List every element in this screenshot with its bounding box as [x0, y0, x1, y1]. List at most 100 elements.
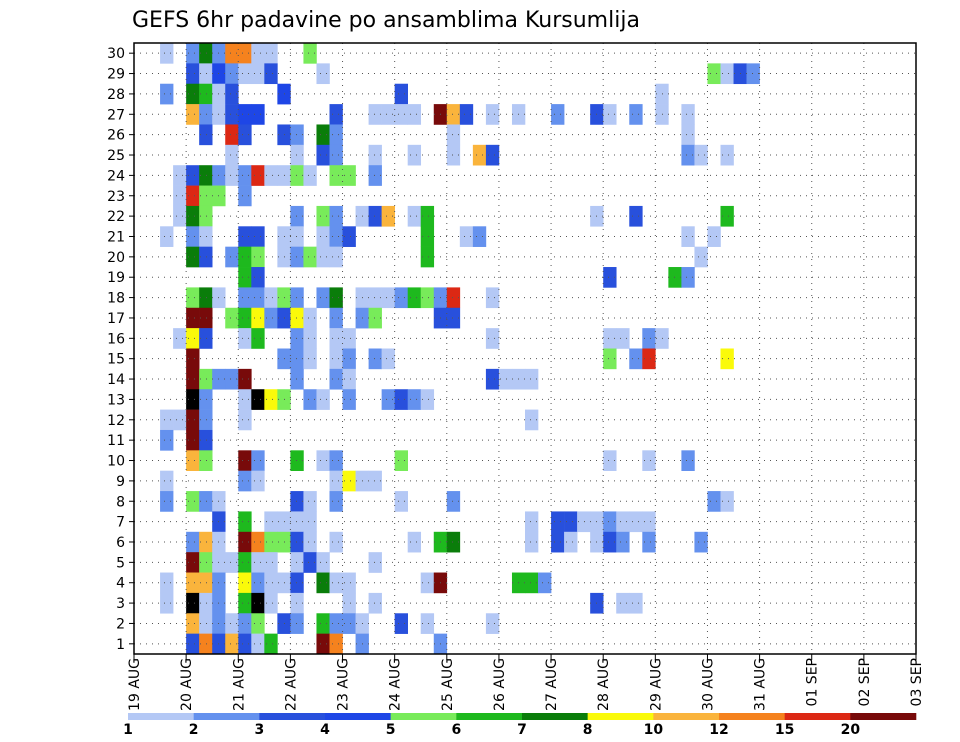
heatmap-cell — [290, 165, 304, 186]
heatmap-cell — [225, 104, 239, 125]
heatmap-cell — [316, 287, 330, 309]
heatmap-cell — [290, 144, 304, 166]
heatmap-cell — [642, 348, 656, 370]
heatmap-cell — [199, 246, 213, 268]
heatmap-cell — [264, 389, 278, 410]
legend-swatch — [653, 713, 720, 720]
heatmap-cell — [420, 287, 435, 309]
y-tick-label: 26 — [107, 128, 125, 144]
heatmap-cell — [186, 633, 200, 655]
heatmap-cell — [525, 368, 539, 390]
heatmap-cell — [629, 592, 643, 614]
x-tick-label: 27 AUG — [544, 658, 560, 711]
heatmap-cell — [316, 389, 330, 410]
heatmap-cell — [303, 43, 317, 64]
heatmap-cell — [199, 572, 213, 594]
heatmap-cell — [407, 389, 422, 410]
heatmap-cell — [251, 104, 265, 125]
heatmap-cell — [290, 307, 304, 329]
heatmap-cell — [199, 328, 213, 349]
heatmap-cell — [186, 246, 200, 268]
heatmap-cell — [394, 491, 408, 512]
heatmap-cell — [160, 429, 174, 451]
x-tick-label: 25 AUG — [440, 658, 456, 711]
y-tick-label: 2 — [116, 616, 125, 632]
heatmap-cell — [290, 531, 304, 553]
legend-swatch — [522, 713, 588, 720]
heatmap-cell — [264, 287, 278, 309]
x-tick-label: 19 AUG — [127, 658, 143, 711]
y-tick-label: 18 — [107, 291, 125, 307]
heatmap-cell — [407, 531, 422, 553]
heatmap-cell — [251, 328, 265, 349]
legend-label: 3 — [254, 722, 264, 738]
heatmap-cell — [238, 511, 252, 533]
heatmap-cell — [199, 43, 213, 64]
heatmap-cell — [225, 246, 239, 268]
legend-label: 12 — [709, 722, 728, 738]
heatmap-cell — [342, 226, 356, 247]
heatmap-cell — [225, 307, 239, 329]
heatmap-cell — [316, 633, 330, 655]
y-tick-label: 16 — [107, 331, 125, 347]
heatmap-cell — [525, 572, 539, 594]
y-tick-label: 7 — [116, 515, 125, 531]
heatmap-cell — [238, 124, 252, 146]
heatmap-cell — [290, 450, 304, 471]
heatmap-cell — [238, 572, 252, 594]
heatmap-cell — [472, 226, 487, 247]
heatmap-cell — [329, 226, 343, 247]
heatmap-cell — [186, 389, 200, 410]
heatmap-cell — [629, 205, 643, 227]
heatmap-cell — [329, 328, 343, 349]
heatmap-cell — [199, 83, 213, 105]
heatmap-cell — [316, 205, 330, 227]
heatmap-cell — [251, 633, 265, 655]
heatmap-cell — [603, 348, 617, 370]
y-tick-label: 3 — [116, 596, 125, 612]
heatmap-cell — [225, 83, 239, 105]
heatmap-cell — [394, 389, 408, 410]
heatmap-cell — [199, 613, 213, 634]
heatmap-cell — [238, 368, 252, 390]
heatmap-cell — [251, 389, 265, 410]
x-axis: 19 AUG 20 AUG 21 AUG 22 AUG 23 AUG 24 AUG 25 A… — [127, 654, 925, 711]
y-tick-label: 30 — [107, 46, 125, 62]
heatmap-cell — [199, 429, 213, 451]
heatmap-cell — [199, 491, 213, 512]
legend-label: 5 — [386, 722, 396, 738]
y-tick-label: 25 — [107, 148, 125, 164]
heatmap-cell — [186, 104, 200, 125]
heatmap-cell — [186, 429, 200, 451]
heatmap-cell — [264, 307, 278, 329]
heatmap-cell — [420, 246, 435, 268]
heatmap-cell — [303, 165, 317, 186]
heatmap-cell — [329, 124, 343, 146]
heatmap-cell — [251, 531, 265, 553]
y-tick-label: 8 — [116, 494, 125, 510]
chart-title: GEFS 6hr padavine po ansamblima Kursumli… — [132, 8, 640, 33]
heatmap-cell — [160, 43, 174, 64]
heatmap-cell — [238, 531, 252, 553]
heatmap-cell — [642, 328, 656, 349]
heatmap-cell — [329, 572, 343, 594]
heatmap-cell — [238, 389, 252, 410]
heatmap-cell — [251, 267, 265, 288]
heatmap-cell — [186, 552, 200, 573]
heatmap-cell — [551, 511, 565, 533]
heatmap-cell — [251, 572, 265, 594]
heatmap-cell — [238, 267, 252, 288]
heatmap-cell — [329, 450, 343, 471]
heatmap-cell — [342, 572, 356, 594]
heatmap-cell — [525, 531, 539, 553]
heatmap-cell — [368, 348, 382, 370]
heatmap-cell — [329, 633, 343, 655]
heatmap-cell — [316, 572, 330, 594]
heatmap-cell — [746, 63, 760, 85]
heatmap-cell — [238, 226, 252, 247]
heatmap-cell — [264, 592, 278, 614]
heatmap-cell — [238, 613, 252, 634]
heatmap-cell — [186, 165, 200, 186]
heatmap-cell — [199, 450, 213, 471]
heatmap-cell — [290, 348, 304, 370]
